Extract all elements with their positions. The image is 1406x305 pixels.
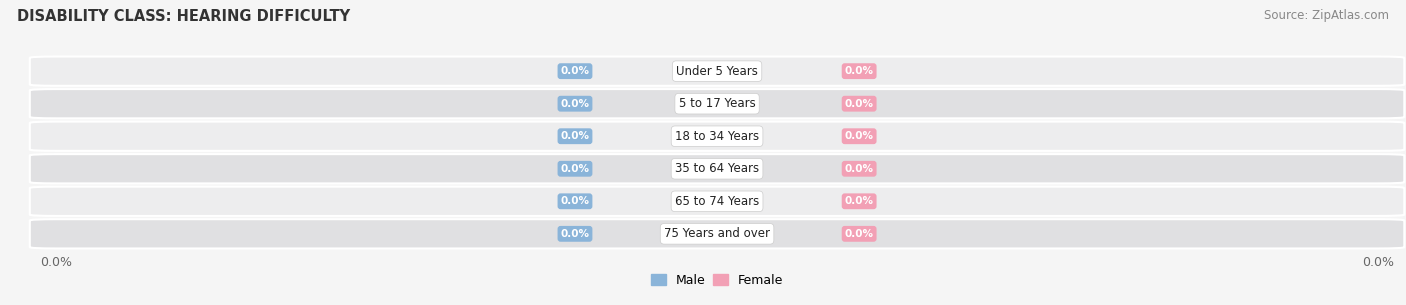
Text: 5 to 17 Years: 5 to 17 Years <box>679 97 755 110</box>
Text: 18 to 34 Years: 18 to 34 Years <box>675 130 759 143</box>
FancyBboxPatch shape <box>30 219 1405 249</box>
Text: Source: ZipAtlas.com: Source: ZipAtlas.com <box>1264 9 1389 22</box>
Text: 0.0%: 0.0% <box>561 196 589 206</box>
FancyBboxPatch shape <box>30 122 1405 151</box>
Text: 0.0%: 0.0% <box>845 229 873 239</box>
Text: 0.0%: 0.0% <box>561 164 589 174</box>
Text: 0.0%: 0.0% <box>845 99 873 109</box>
Text: 0.0%: 0.0% <box>845 164 873 174</box>
FancyBboxPatch shape <box>30 89 1405 118</box>
FancyBboxPatch shape <box>30 154 1405 183</box>
Text: 0.0%: 0.0% <box>561 229 589 239</box>
Text: Under 5 Years: Under 5 Years <box>676 65 758 78</box>
Text: 65 to 74 Years: 65 to 74 Years <box>675 195 759 208</box>
Text: 75 Years and over: 75 Years and over <box>664 227 770 240</box>
FancyBboxPatch shape <box>30 56 1405 86</box>
FancyBboxPatch shape <box>30 187 1405 216</box>
Text: 0.0%: 0.0% <box>561 131 589 141</box>
Legend: Male, Female: Male, Female <box>651 274 783 287</box>
Text: DISABILITY CLASS: HEARING DIFFICULTY: DISABILITY CLASS: HEARING DIFFICULTY <box>17 9 350 24</box>
Text: 0.0%: 0.0% <box>561 66 589 76</box>
Text: 0.0%: 0.0% <box>845 196 873 206</box>
Text: 0.0%: 0.0% <box>845 66 873 76</box>
Text: 0.0%: 0.0% <box>561 99 589 109</box>
Text: 0.0%: 0.0% <box>845 131 873 141</box>
Text: 35 to 64 Years: 35 to 64 Years <box>675 162 759 175</box>
